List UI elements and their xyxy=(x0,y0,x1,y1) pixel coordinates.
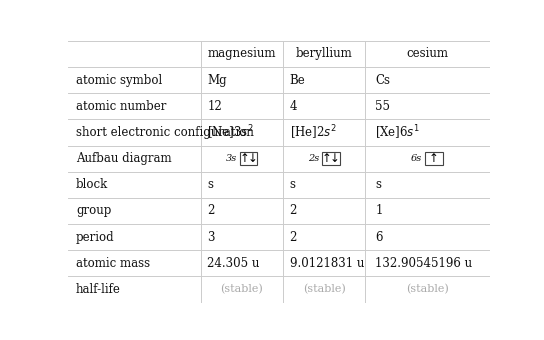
Bar xyxy=(425,152,443,166)
Text: half-life: half-life xyxy=(76,283,121,296)
Text: 132.90545196 u: 132.90545196 u xyxy=(375,257,472,270)
Text: ↑: ↑ xyxy=(429,152,439,165)
Text: group: group xyxy=(76,204,112,218)
Text: ↓: ↓ xyxy=(330,152,339,165)
Text: 4: 4 xyxy=(289,100,297,113)
Text: s: s xyxy=(375,178,381,191)
Bar xyxy=(322,152,339,166)
Text: (stable): (stable) xyxy=(220,284,263,295)
Text: 2: 2 xyxy=(289,204,297,218)
Text: period: period xyxy=(76,231,115,244)
Text: 1: 1 xyxy=(375,204,382,218)
Text: ↓: ↓ xyxy=(248,152,257,165)
Text: beryllium: beryllium xyxy=(296,47,353,61)
Text: (stable): (stable) xyxy=(406,284,449,295)
Text: 9.0121831 u: 9.0121831 u xyxy=(289,257,364,270)
Text: atomic symbol: atomic symbol xyxy=(76,73,162,87)
Text: ↑: ↑ xyxy=(239,152,250,165)
Text: Aufbau diagram: Aufbau diagram xyxy=(76,152,171,165)
Text: 2: 2 xyxy=(289,231,297,244)
Text: [Xe]6$s^{1}$: [Xe]6$s^{1}$ xyxy=(375,123,421,141)
Text: block: block xyxy=(76,178,108,191)
Text: 2: 2 xyxy=(207,204,215,218)
Text: short electronic configuration: short electronic configuration xyxy=(76,126,254,139)
Text: 12: 12 xyxy=(207,100,222,113)
Text: ↑: ↑ xyxy=(322,152,332,165)
Text: s: s xyxy=(289,178,295,191)
Text: Cs: Cs xyxy=(375,73,390,87)
Text: 3: 3 xyxy=(207,231,215,244)
Text: 24.305 u: 24.305 u xyxy=(207,257,259,270)
Text: magnesium: magnesium xyxy=(208,47,276,61)
Bar xyxy=(239,152,257,166)
Text: 6: 6 xyxy=(375,231,382,244)
Text: Mg: Mg xyxy=(207,73,227,87)
Text: atomic mass: atomic mass xyxy=(76,257,150,270)
Text: [Ne]3$s^{2}$: [Ne]3$s^{2}$ xyxy=(207,123,255,141)
Text: s: s xyxy=(207,178,213,191)
Text: (stable): (stable) xyxy=(303,284,345,295)
Text: 55: 55 xyxy=(375,100,390,113)
Text: cesium: cesium xyxy=(406,47,448,61)
Text: Be: Be xyxy=(289,73,305,87)
Text: 6s: 6s xyxy=(411,154,422,163)
Text: atomic number: atomic number xyxy=(76,100,166,113)
Text: [He]2$s^{2}$: [He]2$s^{2}$ xyxy=(289,123,337,141)
Text: 2s: 2s xyxy=(307,154,319,163)
Text: 3s: 3s xyxy=(225,154,237,163)
